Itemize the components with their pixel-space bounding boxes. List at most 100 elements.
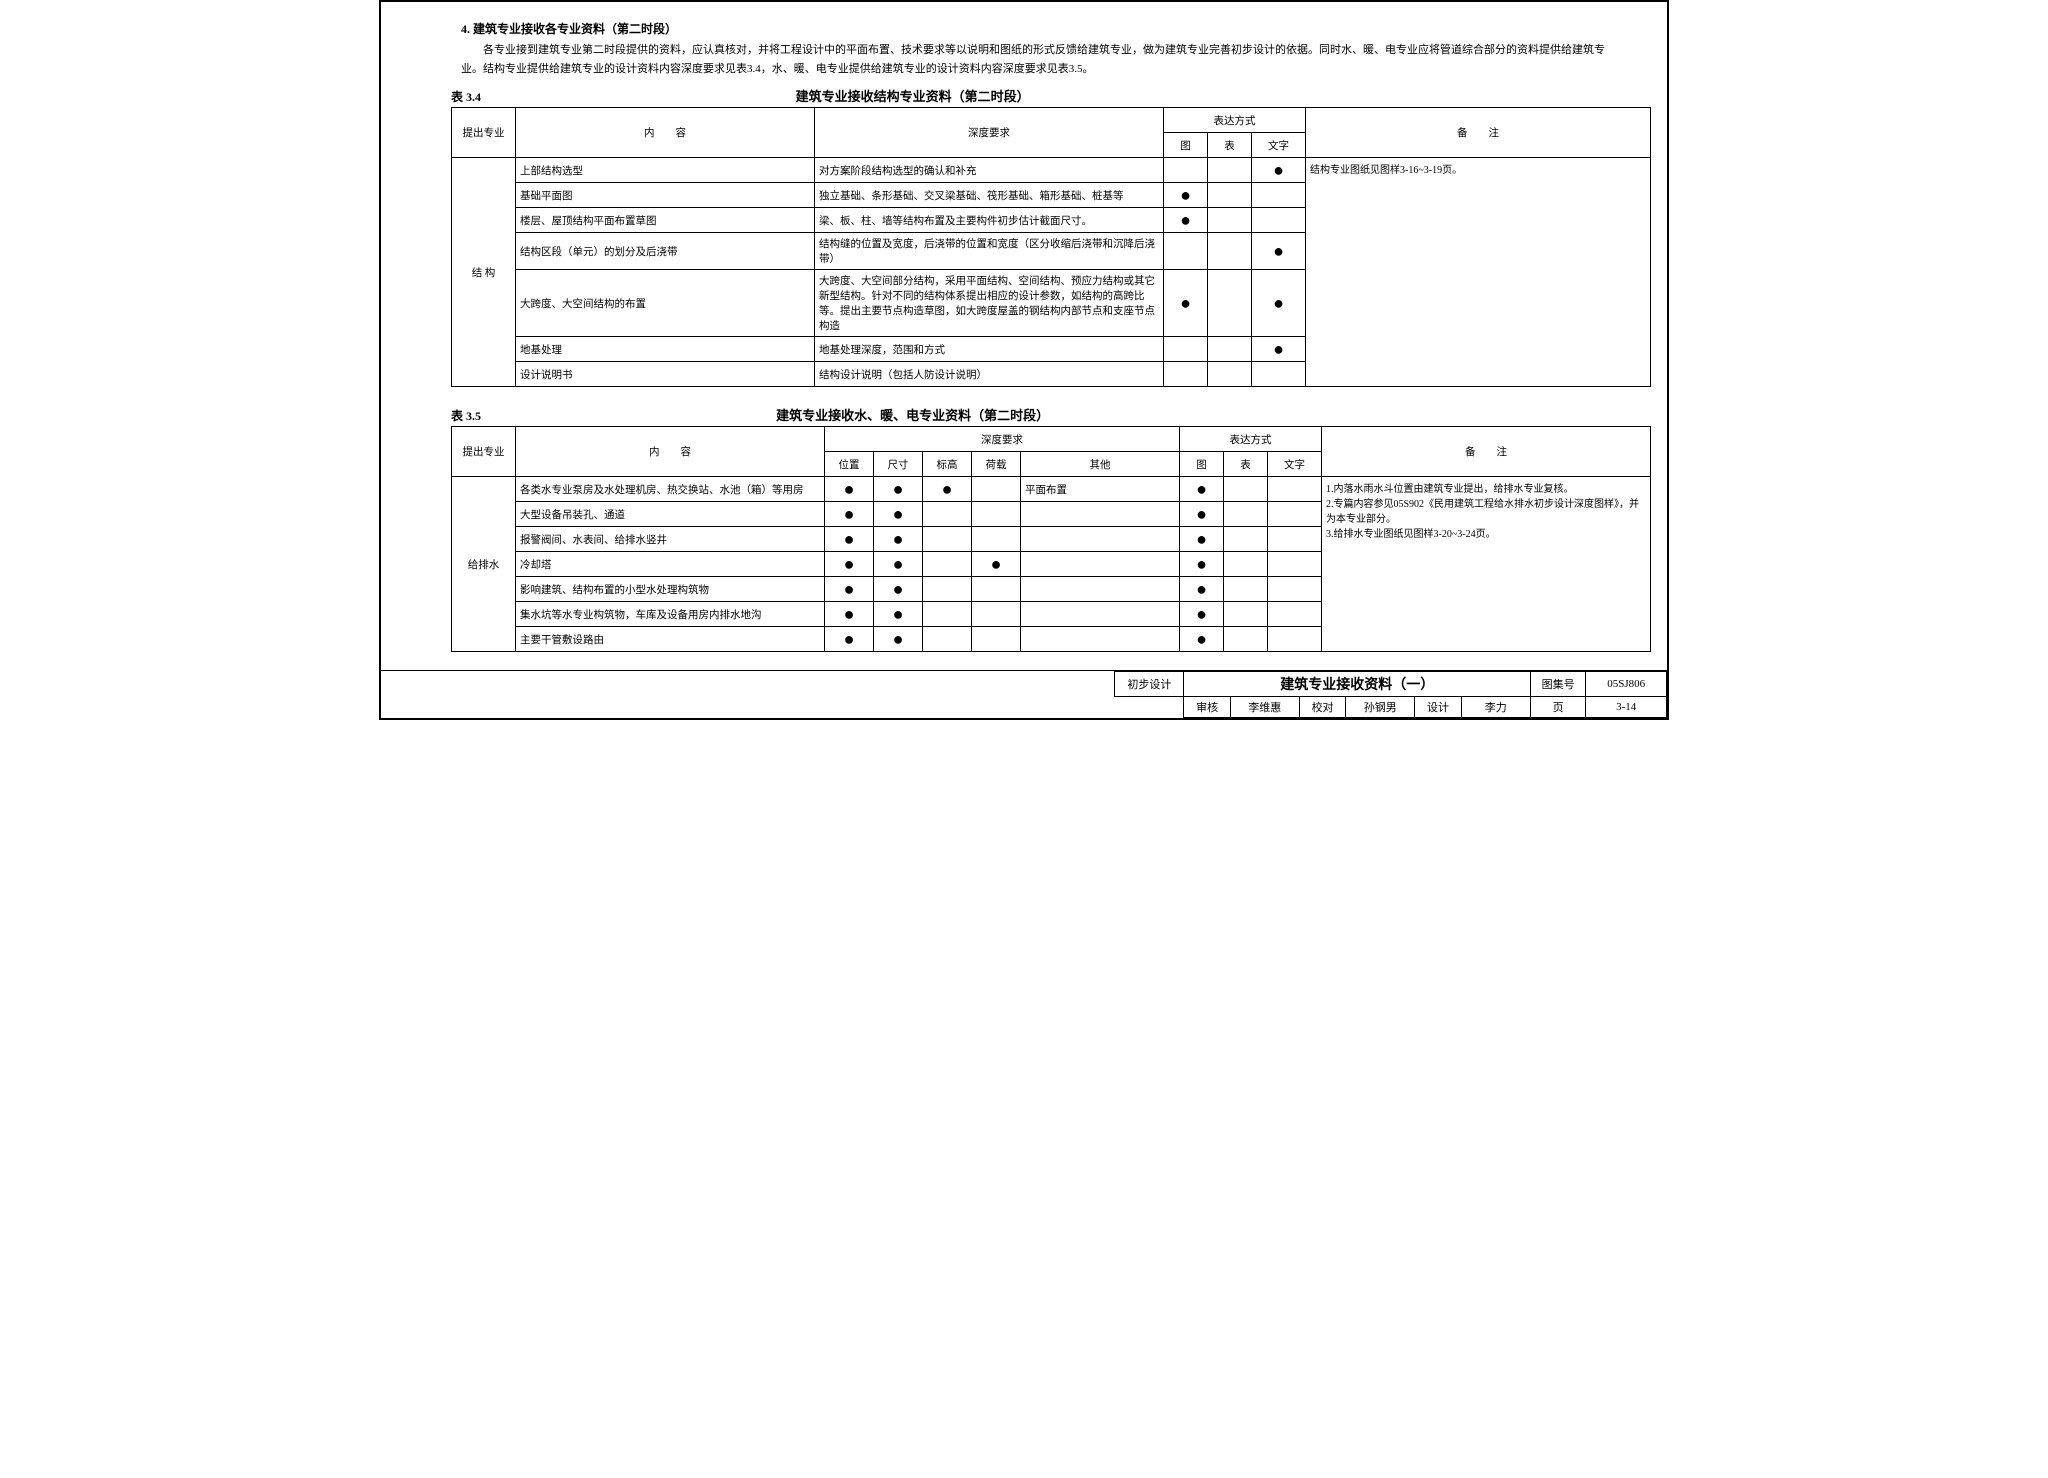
depth-cell: 梁、板、柱、墙等结构布置及主要构件初步估计截面尺寸。 xyxy=(815,208,1164,233)
th-biao: 表 xyxy=(1208,133,1252,158)
dot-cell xyxy=(1268,602,1322,627)
section-title: 4. 建筑专业接收各专业资料（第二时段） xyxy=(461,20,1637,37)
other-cell: 平面布置 xyxy=(1021,477,1180,502)
content-cell: 结构区段（单元）的划分及后浇带 xyxy=(516,233,815,270)
dot-cell xyxy=(1164,337,1208,362)
paragraph: 各专业接到建筑专业第二时段提供的资料，应认真核对，并将工程设计中的平面布置、技术… xyxy=(461,41,1607,78)
dot-cell: ● xyxy=(825,577,874,602)
th-e1: 图 xyxy=(1180,452,1224,477)
dot-cell xyxy=(923,627,972,652)
footer-title: 建筑专业接收资料（一） xyxy=(1184,672,1530,697)
dot-cell xyxy=(1268,627,1322,652)
other-cell xyxy=(1021,627,1180,652)
dot-cell: ● xyxy=(1252,158,1306,183)
th-d5: 其他 xyxy=(1021,452,1180,477)
note-cell: 结构专业图纸见图样3-16~3-19页。 xyxy=(1306,158,1651,387)
dot-cell xyxy=(1164,233,1208,270)
th-content: 内 容 xyxy=(516,108,815,158)
other-cell xyxy=(1021,527,1180,552)
dot-cell xyxy=(972,627,1021,652)
content-cell: 基础平面图 xyxy=(516,183,815,208)
table-row: 结 构上部结构选型对方案阶段结构选型的确认和补充●结构专业图纸见图样3-16~3… xyxy=(452,158,1651,183)
content-cell: 大跨度、大空间结构的布置 xyxy=(516,270,815,337)
dot-cell xyxy=(1224,627,1268,652)
dot-cell: ● xyxy=(874,602,923,627)
sj-label: 设计 xyxy=(1415,697,1461,718)
footer-stage: 初步设计 xyxy=(1115,672,1184,697)
dot-cell xyxy=(1224,577,1268,602)
dot-cell xyxy=(923,577,972,602)
dot-cell xyxy=(972,477,1021,502)
other-cell xyxy=(1021,602,1180,627)
jd-label: 校对 xyxy=(1299,697,1345,718)
th-note: 备 注 xyxy=(1306,108,1651,158)
depth-cell: 大跨度、大空间部分结构，采用平面结构、空间结构、预应力结构或其它新型结构。针对不… xyxy=(815,270,1164,337)
dot-cell xyxy=(1208,362,1252,387)
content-cell: 上部结构选型 xyxy=(516,158,815,183)
dot-cell: ● xyxy=(1164,270,1208,337)
th-tu: 图 xyxy=(1164,133,1208,158)
other-cell xyxy=(1021,577,1180,602)
table34-caption-row: 表 3.4 建筑专业接收结构专业资料（第二时段） xyxy=(411,86,1637,105)
dot-cell: ● xyxy=(1252,337,1306,362)
other-cell xyxy=(1021,552,1180,577)
dot-cell xyxy=(923,502,972,527)
dot-cell: ● xyxy=(1180,552,1224,577)
dot-cell xyxy=(972,602,1021,627)
dot-cell: ● xyxy=(874,527,923,552)
dot-cell xyxy=(1268,502,1322,527)
table35-caption-row: 表 3.5 建筑专业接收水、暖、电专业资料（第二时段） xyxy=(411,405,1637,424)
th-depth: 深度要求 xyxy=(815,108,1164,158)
dot-cell: ● xyxy=(874,577,923,602)
dot-cell xyxy=(1224,602,1268,627)
pg-value: 3-14 xyxy=(1586,697,1667,718)
dot-cell: ● xyxy=(923,477,972,502)
dot-cell xyxy=(972,502,1021,527)
depth-cell: 结构设计说明（包括人防设计说明） xyxy=(815,362,1164,387)
dot-cell: ● xyxy=(972,552,1021,577)
content-cell: 集水坑等水专业构筑物，车库及设备用房内排水地沟 xyxy=(516,602,825,627)
dot-cell: ● xyxy=(1180,577,1224,602)
th-express: 表达方式 xyxy=(1180,427,1322,452)
sh-value: 李维惠 xyxy=(1230,697,1299,718)
th-e2: 表 xyxy=(1224,452,1268,477)
dot-cell xyxy=(1208,270,1252,337)
content-cell: 地基处理 xyxy=(516,337,815,362)
dot-cell xyxy=(972,527,1021,552)
dot-cell xyxy=(1208,183,1252,208)
dot-cell: ● xyxy=(1180,602,1224,627)
table34: 提出专业 内 容 深度要求 表达方式 备 注 图 表 文字 结 构上部结构选型对… xyxy=(451,107,1651,387)
th-express: 表达方式 xyxy=(1164,108,1306,133)
table34-caption: 建筑专业接收结构专业资料（第二时段） xyxy=(484,86,1342,105)
th-d3: 标高 xyxy=(923,452,972,477)
dot-cell xyxy=(1252,362,1306,387)
dot-cell: ● xyxy=(825,627,874,652)
note-cell: 1.内落水雨水斗位置由建筑专业提出，给排水专业复核。 2.专篇内容参见05S90… xyxy=(1322,477,1651,652)
dot-cell xyxy=(1224,477,1268,502)
table-row: 给排水各类水专业泵房及水处理机房、热交换站、水池（箱）等用房●●●平面布置●1.… xyxy=(452,477,1651,502)
dot-cell xyxy=(972,577,1021,602)
dot-cell: ● xyxy=(874,552,923,577)
dot-cell xyxy=(1268,552,1322,577)
dot-cell xyxy=(1224,527,1268,552)
dot-cell: ● xyxy=(874,477,923,502)
dot-cell xyxy=(1164,362,1208,387)
table35-label: 表 3.5 xyxy=(451,407,481,424)
content-cell: 影响建筑、结构布置的小型水处理构筑物 xyxy=(516,577,825,602)
dot-cell: ● xyxy=(825,552,874,577)
dot-cell: ● xyxy=(1180,477,1224,502)
table-header-row: 提出专业 内 容 深度要求 表达方式 备 注 xyxy=(452,427,1651,452)
dot-cell: ● xyxy=(825,527,874,552)
dot-cell xyxy=(923,602,972,627)
content-cell: 楼层、屋顶结构平面布置草图 xyxy=(516,208,815,233)
th-content: 内 容 xyxy=(516,427,825,477)
depth-cell: 独立基础、条形基础、交叉梁基础、筏形基础、箱形基础、桩基等 xyxy=(815,183,1164,208)
dot-cell: ● xyxy=(1252,270,1306,337)
tuji-label: 图集号 xyxy=(1530,672,1585,697)
sh-label: 审核 xyxy=(1184,697,1230,718)
th-d1: 位置 xyxy=(825,452,874,477)
th-wenzi: 文字 xyxy=(1252,133,1306,158)
dot-cell xyxy=(1208,233,1252,270)
dot-cell xyxy=(923,552,972,577)
th-d2: 尺寸 xyxy=(874,452,923,477)
